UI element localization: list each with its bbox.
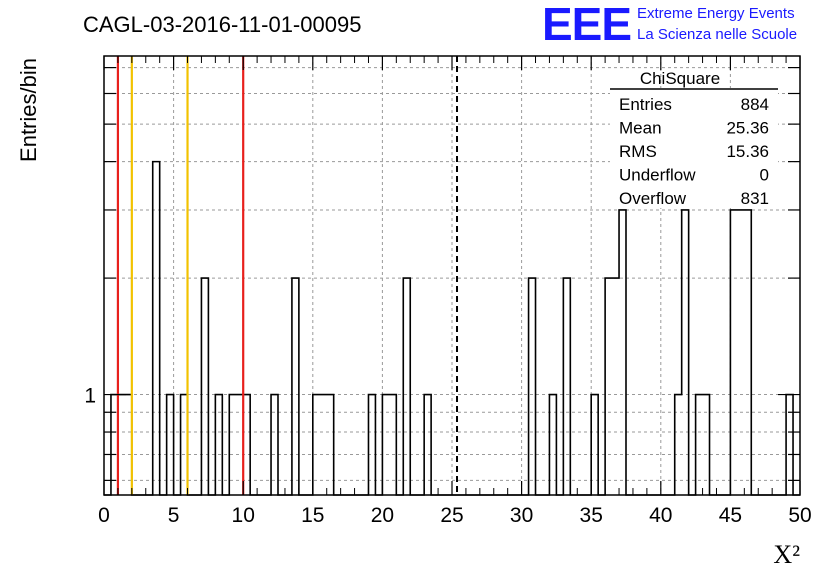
x-tick-label: 20	[371, 504, 394, 527]
stats-row-label: Overflow	[619, 189, 687, 208]
stats-row-value: 25.36	[726, 119, 769, 138]
eee-logo-mark: EEE	[542, 0, 631, 50]
histogram-bin	[744, 210, 751, 495]
histogram-bin	[737, 210, 744, 495]
stats-row-label: Mean	[619, 119, 662, 138]
x-tick-label: 10	[232, 504, 255, 527]
x-tick-label: 0	[98, 504, 110, 527]
x-axis-label: X²	[773, 540, 800, 569]
histogram-bin	[619, 210, 626, 495]
stats-row-value: 0	[760, 166, 769, 185]
axis-ticks	[103, 56, 801, 495]
x-tick-label: 5	[168, 504, 180, 527]
histogram-bin	[201, 278, 208, 495]
histogram-bin	[563, 278, 570, 495]
tick-labels: 0 5 10 15 20 25 30 35 40 45 50 1	[84, 385, 811, 527]
histogram-bin	[292, 278, 299, 495]
x-tick-label: 40	[649, 504, 672, 527]
stats-row-value: 831	[741, 189, 769, 208]
histogram-bin	[529, 278, 536, 495]
logo-line-2: La Scienza nelle Scuole	[637, 26, 797, 43]
stats-rows: Entries 884 Mean 25.36 RMS 15.36 Underflow 0 Ove…	[619, 95, 769, 208]
stats-row-label: RMS	[619, 142, 657, 161]
y-tick-label: 1	[84, 385, 96, 408]
stats-row-value: 15.36	[726, 142, 769, 161]
logo-line-1: Extreme Energy Events	[637, 5, 795, 22]
stats-row-value: 884	[741, 95, 769, 114]
histogram-bin	[730, 210, 737, 495]
y-axis-label: Entries/bin	[16, 58, 41, 162]
x-tick-label: 25	[440, 504, 463, 527]
stats-row-label: Entries	[619, 95, 672, 114]
stats-box: ChiSquare Entries 884 Mean 25.36 RMS 15.36 Und…	[610, 69, 778, 208]
x-tick-label: 15	[301, 504, 324, 527]
chart-title: CAGL-03-2016-11-01-00095	[83, 12, 361, 37]
histogram-bin	[682, 210, 689, 495]
x-tick-label: 35	[580, 504, 603, 527]
stats-title: ChiSquare	[640, 69, 720, 88]
x-tick-label: 50	[788, 504, 811, 527]
stats-row-label: Underflow	[619, 166, 696, 185]
histogram-bin	[153, 162, 160, 495]
histogram-bin	[403, 278, 410, 495]
stats-background	[610, 88, 778, 208]
histogram-bin	[605, 278, 612, 495]
histogram-bin	[612, 278, 619, 495]
histogram-outline	[104, 160, 800, 496]
x-tick-label: 45	[719, 504, 742, 527]
x-tick-label: 30	[510, 504, 533, 527]
marker-lines	[116, 56, 459, 495]
histogram-bars	[104, 160, 800, 496]
